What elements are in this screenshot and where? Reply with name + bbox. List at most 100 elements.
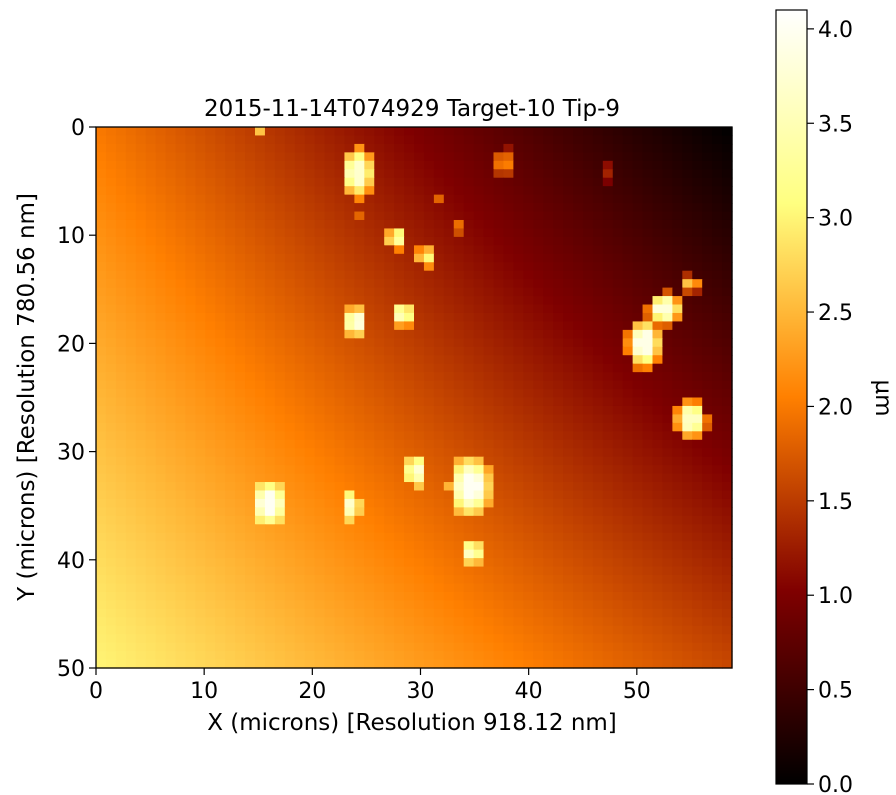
heatmap-cell — [414, 625, 425, 635]
heatmap-cell — [215, 329, 226, 339]
heatmap-cell — [493, 169, 505, 179]
heatmap-cell — [433, 473, 445, 483]
heatmap-cell — [722, 262, 733, 272]
heatmap-cell — [354, 296, 365, 306]
heatmap-cell — [264, 355, 276, 365]
heatmap-cell — [404, 135, 415, 145]
heatmap-cell — [632, 346, 644, 356]
heatmap-cell — [414, 515, 425, 525]
heatmap-cell — [185, 245, 196, 255]
heatmap-cell — [324, 321, 336, 331]
heatmap-cell — [344, 177, 355, 187]
heatmap-cell — [722, 515, 733, 525]
heatmap-cell — [195, 422, 206, 432]
heatmap-cell — [592, 169, 604, 179]
heatmap-cell — [692, 211, 703, 221]
heatmap-cell — [543, 228, 554, 238]
heatmap-cell — [443, 279, 455, 289]
heatmap-cell — [255, 456, 266, 466]
heatmap-cell — [453, 431, 465, 441]
heatmap-cell — [145, 253, 157, 263]
heatmap-cell — [374, 186, 385, 196]
heatmap-cell — [642, 279, 654, 289]
heatmap-cell — [225, 625, 236, 635]
heatmap-cell — [423, 262, 435, 272]
heatmap-cell — [523, 135, 534, 145]
heatmap-cell — [175, 338, 187, 348]
heatmap-cell — [165, 490, 177, 500]
heatmap-cell — [483, 287, 495, 297]
heatmap-cell — [294, 532, 306, 542]
heatmap-cell — [235, 659, 246, 669]
heatmap-cell — [612, 329, 624, 339]
heatmap-cell — [602, 160, 614, 170]
heatmap-cell — [394, 448, 405, 458]
heatmap-cell — [592, 566, 604, 576]
heatmap-cell — [175, 583, 187, 593]
heatmap-cell — [702, 296, 713, 306]
heatmap-cell — [364, 642, 375, 652]
heatmap-cell — [513, 422, 524, 432]
heatmap-cell — [165, 262, 177, 272]
heatmap-cell — [414, 583, 425, 593]
heatmap-cell — [523, 194, 534, 204]
heatmap-cell — [722, 600, 733, 610]
heatmap-cell — [235, 355, 246, 365]
x-tick-label: 10 — [190, 679, 218, 704]
heatmap-cell — [702, 515, 713, 525]
heatmap-cell — [493, 270, 505, 280]
heatmap-cell — [513, 211, 524, 221]
heatmap-cell — [543, 515, 554, 525]
heatmap-cell — [255, 380, 266, 390]
heatmap-cell — [503, 270, 514, 280]
heatmap-cell — [195, 651, 206, 661]
heatmap-cell — [185, 490, 196, 500]
heatmap-cell — [235, 422, 246, 432]
heatmap-cell — [354, 321, 365, 331]
heatmap-cell — [175, 372, 187, 382]
heatmap-cell — [453, 541, 465, 551]
heatmap-cell — [225, 169, 236, 179]
heatmap-cell — [165, 380, 177, 390]
heatmap-cell — [453, 625, 465, 635]
heatmap-cell — [543, 363, 554, 373]
heatmap-cell — [404, 380, 415, 390]
heatmap-cell — [722, 651, 733, 661]
heatmap-cell — [354, 456, 365, 466]
heatmap-cell — [215, 405, 226, 415]
heatmap-cell — [682, 558, 693, 568]
heatmap-cell — [394, 228, 405, 238]
heatmap-cell — [622, 304, 634, 314]
heatmap-cell — [404, 194, 415, 204]
heatmap-cell — [264, 211, 276, 221]
heatmap-cell — [533, 405, 544, 415]
heatmap-cell — [155, 245, 167, 255]
heatmap-cell — [493, 194, 505, 204]
heatmap-cell — [433, 651, 445, 661]
heatmap-cell — [125, 389, 137, 399]
heatmap-cell — [463, 507, 475, 517]
heatmap-cell — [473, 431, 485, 441]
heatmap-cell — [245, 389, 256, 399]
heatmap-cell — [712, 583, 723, 593]
heatmap-cell — [125, 160, 137, 170]
heatmap-cell — [245, 515, 256, 525]
heatmap-cell — [294, 473, 306, 483]
heatmap-cell — [364, 135, 375, 145]
heatmap-cell — [384, 431, 395, 441]
heatmap-cell — [503, 152, 514, 162]
heatmap-cell — [294, 515, 306, 525]
heatmap-cell — [543, 575, 554, 585]
heatmap-cell — [513, 355, 524, 365]
heatmap-cell — [592, 253, 604, 263]
heatmap-cell — [592, 346, 604, 356]
heatmap-cell — [115, 152, 127, 162]
heatmap-cell — [384, 515, 395, 525]
heatmap-cell — [642, 211, 654, 221]
heatmap-cell — [672, 389, 683, 399]
heatmap-cell — [115, 465, 127, 475]
heatmap-cell — [712, 346, 723, 356]
heatmap-cell — [324, 414, 336, 424]
heatmap-cell — [344, 211, 355, 221]
heatmap-cell — [672, 532, 683, 542]
